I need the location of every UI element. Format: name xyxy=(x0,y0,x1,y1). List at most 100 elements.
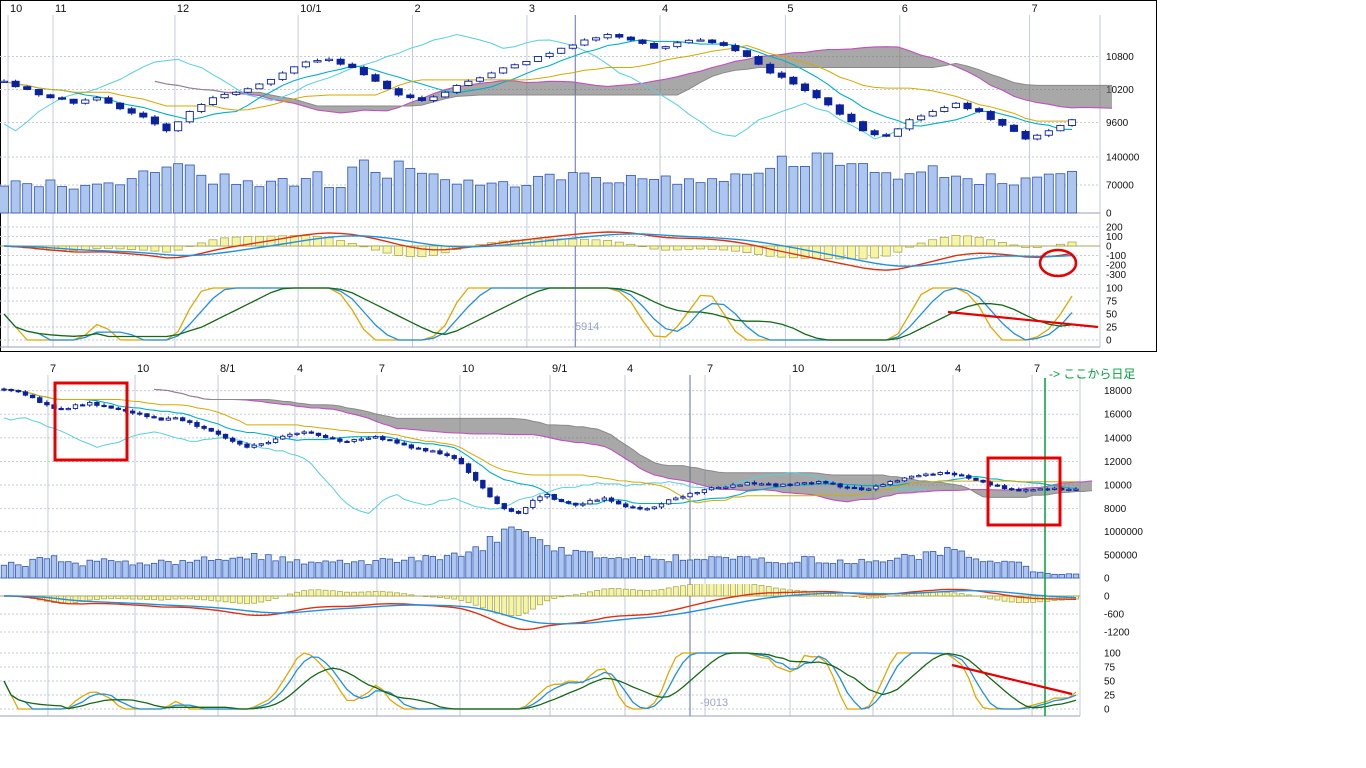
y-axis-label: 200 xyxy=(1106,223,1123,234)
cursor-readout: 5914 xyxy=(575,321,599,333)
senkou-b-line xyxy=(154,388,1092,498)
candles xyxy=(0,32,1077,141)
y-axis-label: 100 xyxy=(1106,232,1123,243)
y-axis-label: 0 xyxy=(1104,574,1110,585)
y-axis-label: 75 xyxy=(1106,297,1118,308)
tenkan-line xyxy=(3,388,1077,505)
y-axis-label: 0 xyxy=(1106,209,1112,220)
y-axis-label: -1200 xyxy=(1104,628,1130,639)
stoch-slower-line xyxy=(3,652,1077,710)
volume-panel xyxy=(0,526,1080,579)
x-axis-label: 4 xyxy=(662,3,668,15)
y-axis-label: 18000 xyxy=(1104,386,1132,397)
y-axis-label: 8000 xyxy=(1104,504,1127,515)
y-axis-label: -100 xyxy=(1106,251,1126,262)
chart-panel-upper[interactable]: 10 11 12 10/1 2 3 4 5 6 7 10800 10200 9600 140000 7000… xyxy=(0,0,1366,358)
stochastics-panel xyxy=(3,287,1073,341)
y-axis-label: 1000000 xyxy=(1104,527,1143,538)
chart-panel-lower[interactable]: 7 10 8/1 4 7 10 9/1 4 7 10 10/1 4 7 18000 16000 14000 12… xyxy=(0,360,1366,732)
y-axis-label: 75 xyxy=(1104,663,1116,674)
y-axis-label: 70000 xyxy=(1106,181,1134,192)
stoch-fast-line xyxy=(3,652,1077,710)
ichimoku-cloud xyxy=(154,46,1112,113)
y-axis-label: 100 xyxy=(1106,284,1123,295)
stoch-slow-line xyxy=(3,652,1077,710)
y-axis-label: -200 xyxy=(1106,261,1126,272)
y-axis-label: 12000 xyxy=(1104,457,1132,468)
stochastics-panel xyxy=(3,652,1077,710)
x-axis-label: 5 xyxy=(787,3,793,15)
highlight-circle xyxy=(1038,248,1078,278)
chikou-line xyxy=(3,33,922,140)
upper-chart-canvas: 10 11 12 10/1 2 3 4 5 6 7 10800 10200 9600 140000 7000… xyxy=(0,0,1157,352)
senkou-b-line xyxy=(154,62,1112,107)
y-axis-label: 0 xyxy=(1104,705,1110,716)
y-axis-label: 10800 xyxy=(1106,52,1134,63)
y-axis-label: 140000 xyxy=(1106,153,1140,164)
chart-border xyxy=(0,0,1157,352)
stoch-slower-line xyxy=(3,287,1073,341)
y-axis-label: 25 xyxy=(1104,691,1116,702)
kijun-line xyxy=(3,388,1076,504)
annotations xyxy=(947,248,1099,329)
tenkan-line xyxy=(3,39,1073,130)
x-axis-label: 7 xyxy=(50,363,56,375)
annotations xyxy=(53,381,1073,696)
trend-annotation-line xyxy=(947,310,1099,329)
volume-panel xyxy=(0,152,1077,214)
x-axis-label: 6 xyxy=(902,3,908,15)
y-axis-label: 9600 xyxy=(1106,118,1129,129)
stoch-slow-line xyxy=(3,287,1073,341)
x-axis-label: 9/1 xyxy=(552,363,567,375)
x-axis-label: 10 xyxy=(792,363,804,375)
kijun-line xyxy=(3,44,1072,122)
x-axis-label: 10/1 xyxy=(300,3,321,15)
highlight-box xyxy=(986,456,1062,527)
candles xyxy=(1,387,1079,515)
y-axis-label: 50 xyxy=(1104,677,1116,688)
y-axis-label: 0 xyxy=(1106,336,1112,347)
x-axis-label: 7 xyxy=(707,363,713,375)
macd-panel xyxy=(3,584,1079,631)
x-axis-label: 4 xyxy=(297,363,303,375)
x-axis-label: 4 xyxy=(955,363,961,375)
chikou-line xyxy=(3,417,926,514)
y-axis-label: -300 xyxy=(1106,270,1126,281)
macd-signal-line xyxy=(4,590,1077,625)
x-axis-label: 10/1 xyxy=(875,363,896,375)
y-axis-label: 50 xyxy=(1106,310,1118,321)
x-axis-label: 2 xyxy=(415,3,421,15)
macd-line xyxy=(3,231,1073,271)
grid: 7 10 8/1 4 7 10 9/1 4 7 10 10/1 4 7 18000 16000 14000 12… xyxy=(0,363,1143,717)
y-axis-label: 0 xyxy=(1104,592,1110,603)
highlight-box xyxy=(53,381,129,462)
price-panel xyxy=(3,33,1112,140)
daily-start-label: -> ここから日足 xyxy=(1049,367,1135,381)
x-axis-label: 10 xyxy=(137,363,149,375)
y-axis-label: 10000 xyxy=(1104,481,1132,492)
x-axis-label: 4 xyxy=(627,363,633,375)
x-axis-label: 12 xyxy=(177,3,189,15)
y-axis-label: 10200 xyxy=(1106,85,1134,96)
y-axis-label: -600 xyxy=(1104,610,1124,621)
y-axis-label: 0 xyxy=(1106,242,1112,253)
y-axis-label: 500000 xyxy=(1104,550,1138,561)
x-axis-label: 11 xyxy=(55,3,66,15)
x-axis-label: 10 xyxy=(462,363,474,375)
y-axis-label: 14000 xyxy=(1104,433,1132,444)
x-axis-label: 3 xyxy=(529,3,535,15)
x-axis-label: 7 xyxy=(1032,3,1038,15)
ichimoku-cloud xyxy=(154,389,1092,502)
macd-panel xyxy=(3,231,1077,271)
y-axis-label: 100 xyxy=(1104,649,1121,660)
x-axis-label: 10 xyxy=(10,3,22,15)
price-panel xyxy=(3,388,1092,514)
x-axis-label: 7 xyxy=(379,363,385,375)
x-axis-label: 8/1 xyxy=(220,363,235,375)
y-axis-label: 16000 xyxy=(1104,410,1132,421)
y-axis-label: 25 xyxy=(1106,323,1118,334)
cursor-readout: -9013 xyxy=(700,697,728,709)
trend-annotation-line xyxy=(951,663,1073,696)
senkou-a-line xyxy=(154,388,1092,503)
